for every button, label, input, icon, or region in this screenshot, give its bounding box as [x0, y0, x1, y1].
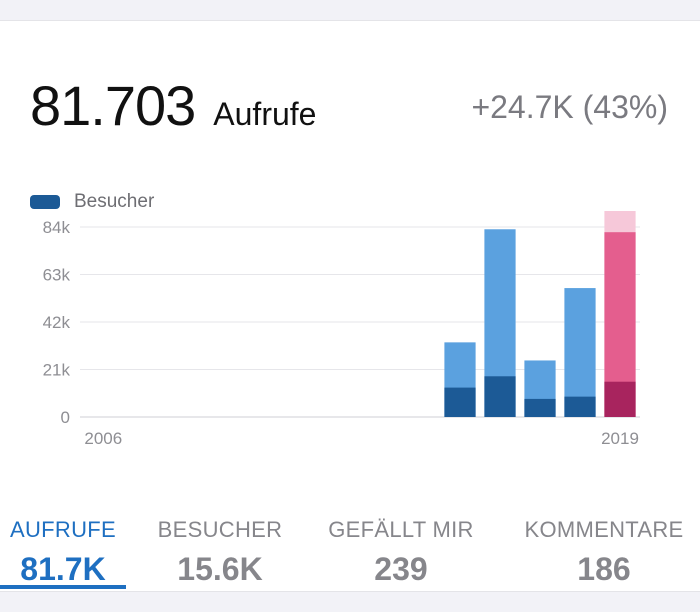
tab-comments-label: KOMMENTARE [524, 517, 684, 542]
views-change: +24.7K (43%) [471, 89, 668, 125]
legend-label-visitors: Besucher [74, 191, 155, 212]
tab-likes-label: GEFÄLLT MIR [328, 517, 474, 542]
tab-visitors-value: 15.6K [177, 551, 263, 587]
tab-views[interactable]: AUFRUFE 81.7K [0, 517, 126, 588]
tab-comments-value: 186 [577, 551, 631, 587]
tab-visitors-label: BESUCHER [157, 517, 283, 542]
bar-visitors [484, 376, 516, 417]
views-total: 81.703 [30, 74, 196, 137]
x-tick-label: 2006 [84, 429, 122, 448]
bar-visitors [444, 387, 476, 417]
y-tick-label: 0 [61, 408, 70, 427]
y-tick-label: 42k [43, 313, 71, 332]
x-tick-label: 2019 [601, 429, 639, 448]
bar-visitors [524, 398, 556, 417]
tab-likes-value: 239 [374, 551, 428, 587]
views-total-label: Aufrufe [213, 96, 317, 132]
chart-legend: Besucher [30, 191, 154, 213]
stats-card: 81.703 Aufrufe +24.7K (43%) Besucher 0 21… [0, 20, 700, 592]
bar-views [564, 288, 596, 417]
tab-comments[interactable]: KOMMENTARE 186 [514, 517, 694, 588]
views-bar-chart[interactable]: 0 21k 42k 63k 84k 2006 2019 [0, 211, 700, 451]
y-tick-label: 21k [43, 361, 71, 380]
bar-visitors [604, 381, 636, 417]
bar-visitors [564, 396, 596, 417]
legend-swatch-visitors [30, 195, 60, 209]
y-tick-label: 84k [43, 218, 71, 237]
views-headline: 81.703 Aufrufe [30, 73, 316, 143]
stats-tabs: AUFRUFE 81.7K BESUCHER 15.6K GEFÄLLT MIR… [0, 511, 700, 591]
active-tab-underline [0, 585, 126, 589]
tab-views-label: AUFRUFE [10, 517, 116, 542]
tab-views-value: 81.7K [20, 551, 106, 587]
tab-visitors[interactable]: BESUCHER 15.6K [150, 517, 290, 588]
y-tick-label: 63k [43, 266, 71, 285]
tab-likes[interactable]: GEFÄLLT MIR 239 [318, 517, 484, 588]
